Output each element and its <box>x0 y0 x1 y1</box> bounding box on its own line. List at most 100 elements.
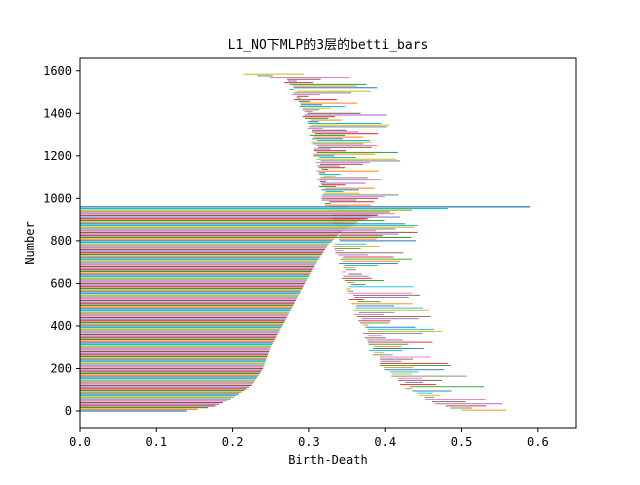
bar <box>367 339 403 341</box>
bar <box>342 260 401 262</box>
bar <box>80 372 260 375</box>
bar <box>412 390 452 392</box>
y-tick-label: 800 <box>50 234 72 248</box>
bar <box>80 296 298 298</box>
axes-frame <box>79 57 577 429</box>
bar <box>357 301 381 303</box>
bar <box>80 315 288 317</box>
bar <box>353 309 429 311</box>
x-tick-label: 0.0 <box>69 435 91 449</box>
bar <box>313 136 363 138</box>
bar <box>287 78 321 80</box>
bar <box>313 150 346 152</box>
bar <box>304 111 313 113</box>
bar <box>296 97 301 99</box>
x-tick-label: 0.6 <box>527 435 549 449</box>
bar <box>380 358 414 360</box>
y-tick-label: 600 <box>50 276 72 290</box>
bar <box>80 258 319 261</box>
bar <box>354 296 409 298</box>
bar <box>335 252 404 254</box>
bar <box>319 157 356 159</box>
bar <box>80 235 338 237</box>
bar <box>296 90 371 92</box>
bar <box>398 379 442 381</box>
bar <box>343 267 356 269</box>
x-tick-label: 0.4 <box>374 435 396 449</box>
bar <box>342 277 372 279</box>
bar <box>80 335 277 337</box>
bar <box>311 124 390 126</box>
bar <box>80 293 300 295</box>
y-tick-label: 1000 <box>43 191 72 205</box>
bar <box>348 273 362 275</box>
bar <box>312 138 343 140</box>
bar <box>80 301 296 303</box>
bar <box>80 260 318 262</box>
bar <box>80 294 299 296</box>
bar <box>340 233 399 235</box>
bar <box>343 265 378 266</box>
bar <box>338 254 369 256</box>
bar <box>80 337 276 339</box>
bar <box>80 333 278 336</box>
bar <box>80 338 275 341</box>
bar <box>310 134 346 136</box>
bar <box>80 400 227 402</box>
bar <box>320 182 366 184</box>
bar <box>301 104 323 106</box>
bar <box>80 281 307 283</box>
bar <box>362 324 369 326</box>
bar <box>80 303 295 305</box>
bar <box>461 409 506 411</box>
bar <box>307 121 319 123</box>
bar <box>313 155 335 157</box>
bar <box>80 308 292 310</box>
bar <box>342 271 346 273</box>
bar <box>80 214 378 216</box>
bar <box>319 174 341 176</box>
bar <box>348 299 364 301</box>
bar <box>80 213 384 215</box>
y-tick-label: 1400 <box>43 106 72 120</box>
bar <box>80 320 285 322</box>
bar <box>80 345 272 347</box>
bar <box>372 354 393 356</box>
bar <box>358 320 391 322</box>
bar <box>80 362 265 364</box>
bar <box>80 323 284 325</box>
bar <box>80 233 340 235</box>
bar <box>80 398 231 400</box>
bar <box>80 371 261 373</box>
x-tick-label: 0.5 <box>451 435 473 449</box>
bar <box>304 114 387 116</box>
bar <box>80 340 274 342</box>
bar <box>419 394 441 396</box>
bar <box>80 276 309 278</box>
bar <box>80 248 326 250</box>
bar <box>80 230 343 232</box>
bar <box>80 401 224 404</box>
bar <box>391 373 413 375</box>
bar <box>445 405 487 407</box>
bar <box>80 224 352 227</box>
bar <box>356 305 395 307</box>
bar <box>368 350 403 352</box>
bar <box>80 406 209 409</box>
bar <box>80 289 302 291</box>
bar <box>287 80 297 82</box>
bar <box>293 99 337 101</box>
bar <box>80 379 256 381</box>
bar <box>80 349 270 351</box>
bar <box>80 211 390 213</box>
bar <box>80 291 301 293</box>
y-tick-label: 400 <box>50 319 72 333</box>
bar <box>308 122 382 124</box>
bar <box>367 328 434 330</box>
bar <box>316 145 378 147</box>
bar <box>367 331 442 332</box>
bar <box>391 375 467 377</box>
bar <box>318 172 326 174</box>
bar <box>339 262 398 264</box>
